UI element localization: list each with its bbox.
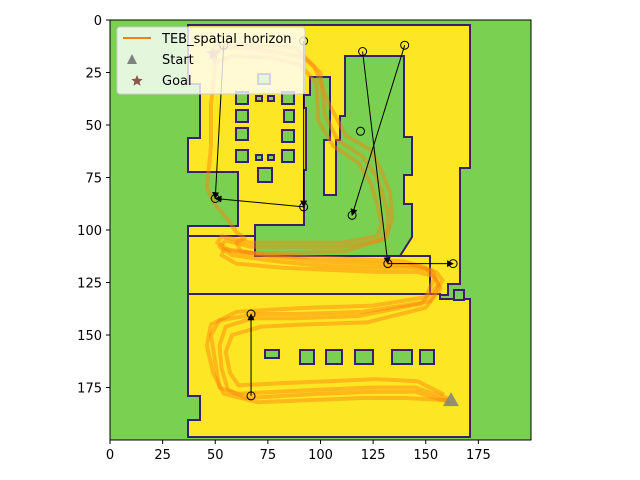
block xyxy=(391,349,413,365)
y-tick-label: 75 xyxy=(85,172,102,187)
block xyxy=(267,95,275,102)
route-arrow-3 xyxy=(362,51,391,265)
y-tick-label: 125 xyxy=(77,277,102,292)
trajectory-run-3 xyxy=(213,41,445,396)
x-tick-label: 50 xyxy=(207,448,224,463)
x-tick-label: 0 xyxy=(106,448,114,463)
block xyxy=(267,154,275,161)
x-tick-label: 175 xyxy=(466,448,491,463)
trajectory-run-0 xyxy=(209,45,449,400)
legend: TEB_spatial_horizon Start Goal xyxy=(116,26,306,95)
block xyxy=(281,149,295,163)
legend-box xyxy=(116,26,306,95)
legend-triangle-swatch xyxy=(127,54,137,64)
block xyxy=(453,289,465,301)
y-tick-label: 150 xyxy=(77,329,102,344)
x-tick-label: 25 xyxy=(154,448,171,463)
waypoint-7 xyxy=(347,210,357,220)
block xyxy=(283,109,295,123)
start-marker xyxy=(443,392,460,407)
route-arrow-5 xyxy=(350,45,406,216)
block xyxy=(255,154,263,161)
waypoint-3 xyxy=(400,40,410,50)
waypoint-8 xyxy=(383,259,393,269)
waypoint-11 xyxy=(246,391,256,401)
block xyxy=(281,129,295,143)
map xyxy=(110,20,531,440)
block xyxy=(325,349,343,365)
waypoint-6 xyxy=(299,202,309,212)
lower-free-area xyxy=(187,293,471,438)
legend-star-swatch xyxy=(131,75,143,86)
block xyxy=(255,95,263,102)
y-tick-label: 50 xyxy=(85,119,102,134)
x-tick-label: 125 xyxy=(361,448,386,463)
trajectory-run-1 xyxy=(211,53,451,405)
room-blocks xyxy=(235,73,465,365)
block xyxy=(419,349,435,365)
waypoint-9 xyxy=(448,259,458,269)
waypoint-2 xyxy=(358,47,368,56)
legend-label-start: Start xyxy=(162,53,194,68)
x-tick-label: 150 xyxy=(413,448,438,463)
y-tick-label: 25 xyxy=(85,67,102,82)
waypoint-10 xyxy=(246,309,256,319)
legend-label-goal: Goal xyxy=(162,74,192,89)
x-axis: 0 25 50 75 100 125 150 175 xyxy=(106,440,491,463)
block xyxy=(299,349,315,365)
y-tick-label: 175 xyxy=(77,382,102,397)
block xyxy=(257,167,273,183)
block xyxy=(354,349,374,365)
middle-corridor xyxy=(187,235,431,295)
trajectory-layer xyxy=(204,41,451,405)
block xyxy=(235,149,249,163)
y-axis: 0 25 50 75 100 125 150 175 xyxy=(77,14,110,397)
x-tick-label: 100 xyxy=(308,448,333,463)
y-tick-label: 100 xyxy=(77,224,102,239)
block xyxy=(235,127,249,141)
y-tick-label: 0 xyxy=(94,14,102,29)
waypoint-5 xyxy=(210,194,220,203)
block xyxy=(235,109,249,123)
x-tick-label: 75 xyxy=(260,448,277,463)
route-arrow-1 xyxy=(214,195,304,208)
waypoint-4 xyxy=(355,126,365,136)
block xyxy=(264,349,280,359)
trajectory-run-2 xyxy=(204,49,449,405)
legend-label-trajectory: TEB_spatial_horizon xyxy=(161,32,292,47)
